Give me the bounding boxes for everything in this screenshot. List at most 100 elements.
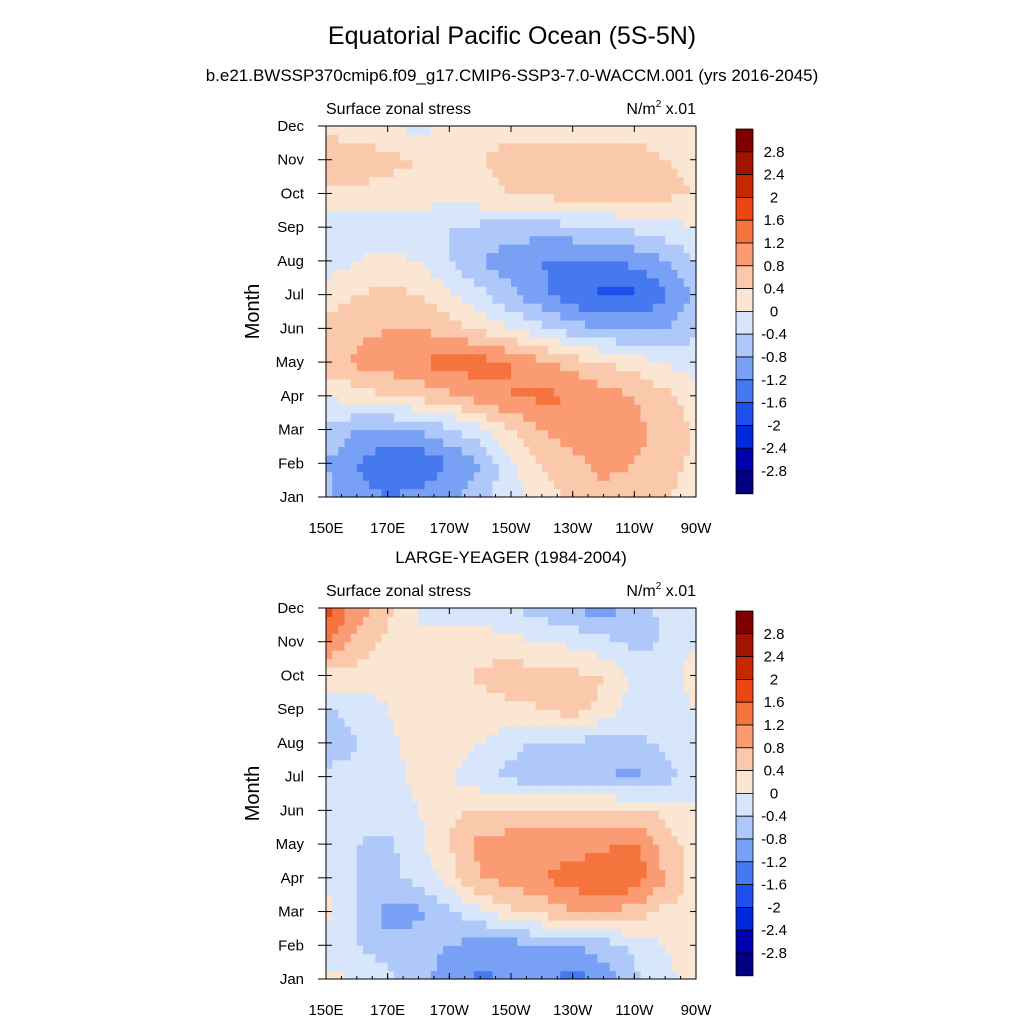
heatmap-cell — [387, 810, 395, 820]
heatmap-cell — [455, 336, 463, 346]
heatmap-cell — [597, 751, 605, 761]
heatmap-cell — [541, 953, 549, 963]
heatmap-cell — [640, 810, 648, 820]
heatmap-cell — [406, 176, 413, 186]
heatmap-cell — [517, 667, 524, 677]
heatmap-cell — [430, 218, 438, 228]
heatmap-cell — [480, 742, 487, 752]
heatmap-cell — [572, 860, 580, 870]
heatmap-cell — [350, 742, 358, 752]
heatmap-cell — [430, 336, 438, 346]
heatmap-cell — [646, 235, 654, 245]
heatmap-cell — [486, 953, 494, 963]
heatmap-cell — [585, 471, 592, 481]
heatmap-cell — [326, 860, 333, 870]
heatmap-cell — [622, 446, 629, 456]
heatmap-cell — [498, 159, 506, 169]
heatmap-cell — [406, 142, 413, 152]
heatmap-cell — [350, 126, 358, 136]
heatmap-cell — [381, 919, 389, 930]
heatmap-cell — [671, 726, 679, 736]
heatmap-cell — [449, 463, 457, 473]
heatmap-cell — [455, 269, 463, 279]
heatmap-cell — [449, 801, 457, 811]
heatmap-cell — [350, 776, 358, 786]
heatmap-cell — [523, 759, 531, 769]
heatmap-cell — [535, 151, 543, 161]
heatmap-cell — [492, 294, 500, 304]
heatmap-cell — [652, 488, 660, 498]
heatmap-cell — [369, 260, 376, 270]
heatmap-cell — [603, 936, 611, 946]
heatmap-cell — [363, 142, 370, 152]
heatmap-cell — [560, 776, 568, 786]
heatmap-cell — [369, 903, 376, 913]
heatmap-cell — [548, 717, 555, 727]
heatmap-cell — [363, 869, 370, 879]
heatmap-cell — [578, 176, 586, 186]
heatmap-cell — [338, 471, 346, 481]
heatmap-cell — [332, 692, 339, 702]
heatmap-cell — [449, 395, 457, 405]
heatmap-cell — [375, 692, 383, 702]
heatmap-cell — [437, 336, 444, 346]
heatmap-cell — [400, 168, 407, 178]
heatmap-cell — [412, 692, 420, 702]
heatmap-cell — [406, 894, 413, 904]
heatmap-cell — [326, 260, 333, 270]
heatmap-cell — [492, 928, 500, 938]
heatmap-cell — [369, 945, 376, 955]
heatmap-cell — [665, 387, 672, 397]
heatmap-cell — [554, 437, 561, 448]
heatmap-cell — [350, 463, 358, 473]
heatmap-cell — [338, 928, 346, 938]
heatmap-cell — [406, 201, 413, 211]
heatmap-cell — [622, 429, 629, 439]
heatmap-cell — [535, 742, 543, 752]
heatmap-cell — [603, 176, 611, 186]
heatmap-cell — [671, 395, 679, 405]
heatmap-cell — [572, 945, 580, 955]
heatmap-cell — [363, 218, 370, 228]
heatmap-cell — [412, 311, 420, 321]
heatmap-cell — [381, 852, 389, 862]
heatmap-cell — [578, 429, 586, 439]
heatmap-cell — [387, 844, 395, 854]
heatmap-cell — [517, 345, 524, 355]
heatmap-cell — [511, 911, 518, 921]
heatmap-cell — [498, 176, 506, 186]
heatmap-cell — [387, 378, 395, 388]
heatmap-cell — [671, 877, 679, 887]
heatmap-cell — [572, 454, 580, 464]
heatmap-cell — [634, 700, 642, 710]
heatmap-cell — [369, 421, 376, 431]
heatmap-cell — [677, 683, 685, 693]
heatmap-cell — [652, 134, 660, 144]
heatmap-cell — [541, 717, 549, 727]
heatmap-cell — [603, 269, 611, 279]
heatmap-cell — [350, 159, 358, 169]
heatmap-cell — [498, 311, 506, 321]
heatmap-cell — [393, 193, 401, 203]
heatmap-cell — [511, 945, 518, 955]
heatmap-cell — [560, 835, 568, 845]
heatmap-cell — [578, 328, 586, 338]
heatmap-cell — [603, 667, 611, 677]
heatmap-cell — [517, 193, 524, 203]
heatmap-cell — [640, 827, 648, 837]
heatmap-cell — [356, 667, 364, 677]
heatmap-cell — [467, 709, 475, 719]
heatmap-cell — [344, 810, 352, 820]
heatmap-cell — [437, 260, 444, 270]
heatmap-cell — [572, 919, 580, 930]
heatmap-cell — [566, 286, 574, 296]
heatmap-cell — [381, 667, 389, 677]
heatmap-cell — [492, 185, 500, 195]
heatmap-cell — [628, 488, 635, 498]
heatmap-cell — [591, 142, 598, 152]
heatmap-cell — [523, 709, 531, 719]
heatmap-cell — [603, 801, 611, 811]
heatmap-cell — [628, 395, 635, 405]
heatmap-cell — [455, 936, 463, 946]
heatmap-cell — [455, 134, 463, 144]
